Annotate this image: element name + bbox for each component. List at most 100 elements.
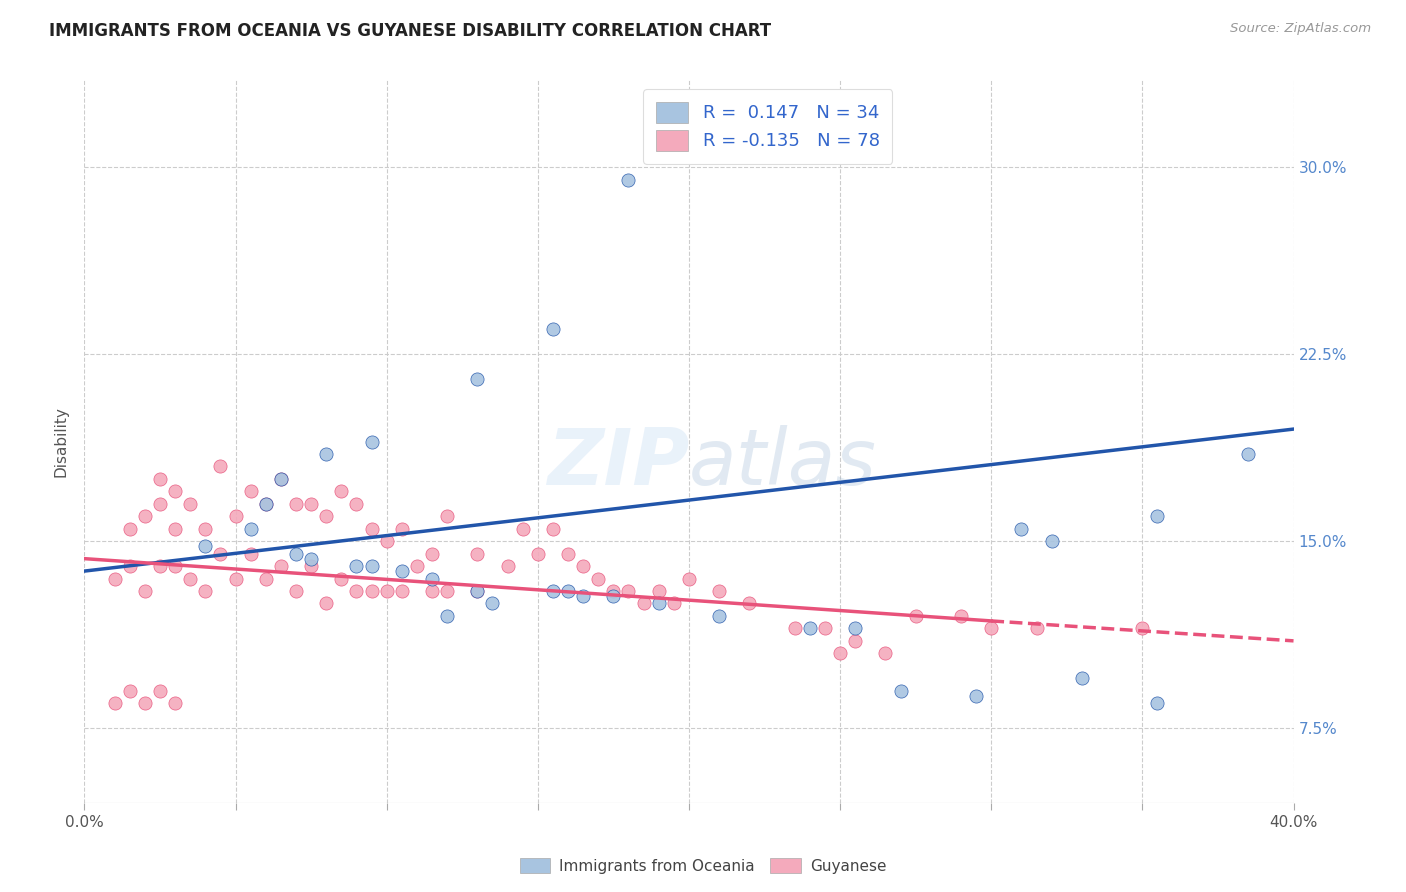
Point <box>1025 621 1047 635</box>
Point <box>541 322 564 336</box>
Point <box>375 534 398 549</box>
Point <box>346 584 368 599</box>
Point <box>330 572 353 586</box>
Point <box>299 497 322 511</box>
Point <box>980 621 1002 635</box>
Point <box>315 597 337 611</box>
Point <box>406 559 429 574</box>
Point <box>420 547 443 561</box>
Point <box>299 551 322 566</box>
Point <box>420 584 443 599</box>
Point <box>194 539 217 553</box>
Point <box>134 584 156 599</box>
Point <box>602 584 624 599</box>
Point <box>194 584 217 599</box>
Point <box>1071 671 1094 685</box>
Point <box>436 584 458 599</box>
Point <box>420 572 443 586</box>
Point <box>149 472 172 486</box>
Point <box>239 484 262 499</box>
Point <box>602 589 624 603</box>
Point <box>391 584 413 599</box>
Point <box>844 633 866 648</box>
Point <box>209 547 232 561</box>
Point <box>662 597 685 611</box>
Point <box>950 609 973 624</box>
Point <box>194 522 217 536</box>
Point <box>830 646 852 660</box>
Point <box>1146 696 1168 710</box>
Point <box>315 447 337 461</box>
Point <box>648 584 671 599</box>
Point <box>118 559 141 574</box>
Point <box>254 572 277 586</box>
Point <box>270 559 292 574</box>
Point <box>239 522 262 536</box>
Point <box>391 522 413 536</box>
Point <box>467 584 489 599</box>
Point <box>285 497 308 511</box>
Point <box>165 522 187 536</box>
Point <box>104 572 127 586</box>
Point <box>527 547 550 561</box>
Point <box>572 589 595 603</box>
Point <box>134 509 156 524</box>
Point <box>541 584 564 599</box>
Point <box>648 597 671 611</box>
Point <box>330 484 353 499</box>
Point <box>360 522 382 536</box>
Point <box>375 584 398 599</box>
Point <box>118 522 141 536</box>
Point <box>165 559 187 574</box>
Point <box>360 584 382 599</box>
Point <box>783 621 806 635</box>
Point <box>557 547 579 561</box>
Point <box>299 559 322 574</box>
Point <box>481 597 503 611</box>
Y-axis label: Disability: Disability <box>53 406 69 477</box>
Point <box>572 559 595 574</box>
Point <box>270 472 292 486</box>
Point <box>165 484 187 499</box>
Point <box>799 621 821 635</box>
Legend: Immigrants from Oceania, Guyanese: Immigrants from Oceania, Guyanese <box>513 852 893 880</box>
Point <box>588 572 610 586</box>
Point <box>467 372 489 386</box>
Point <box>633 597 655 611</box>
Text: atlas: atlas <box>689 425 877 501</box>
Point <box>315 509 337 524</box>
Text: ZIP: ZIP <box>547 425 689 501</box>
Point <box>360 559 382 574</box>
Point <box>254 497 277 511</box>
Legend: R =  0.147   N = 34, R = -0.135   N = 78: R = 0.147 N = 34, R = -0.135 N = 78 <box>643 89 893 163</box>
Point <box>149 559 172 574</box>
Point <box>104 696 127 710</box>
Point <box>467 584 489 599</box>
Point <box>209 459 232 474</box>
Point <box>1130 621 1153 635</box>
Point <box>814 621 837 635</box>
Point <box>541 522 564 536</box>
Point <box>557 584 579 599</box>
Point <box>436 609 458 624</box>
Point <box>165 696 187 710</box>
Point <box>512 522 534 536</box>
Text: IMMIGRANTS FROM OCEANIA VS GUYANESE DISABILITY CORRELATION CHART: IMMIGRANTS FROM OCEANIA VS GUYANESE DISA… <box>49 22 772 40</box>
Point <box>179 497 201 511</box>
Point <box>738 597 761 611</box>
Point <box>436 509 458 524</box>
Point <box>254 497 277 511</box>
Point <box>270 472 292 486</box>
Point <box>285 584 308 599</box>
Point <box>890 683 912 698</box>
Point <box>496 559 519 574</box>
Point <box>1146 509 1168 524</box>
Point <box>1011 522 1033 536</box>
Point <box>346 559 368 574</box>
Point <box>844 621 866 635</box>
Point <box>617 173 640 187</box>
Point <box>709 584 731 599</box>
Point <box>467 547 489 561</box>
Point <box>875 646 897 660</box>
Point <box>965 689 987 703</box>
